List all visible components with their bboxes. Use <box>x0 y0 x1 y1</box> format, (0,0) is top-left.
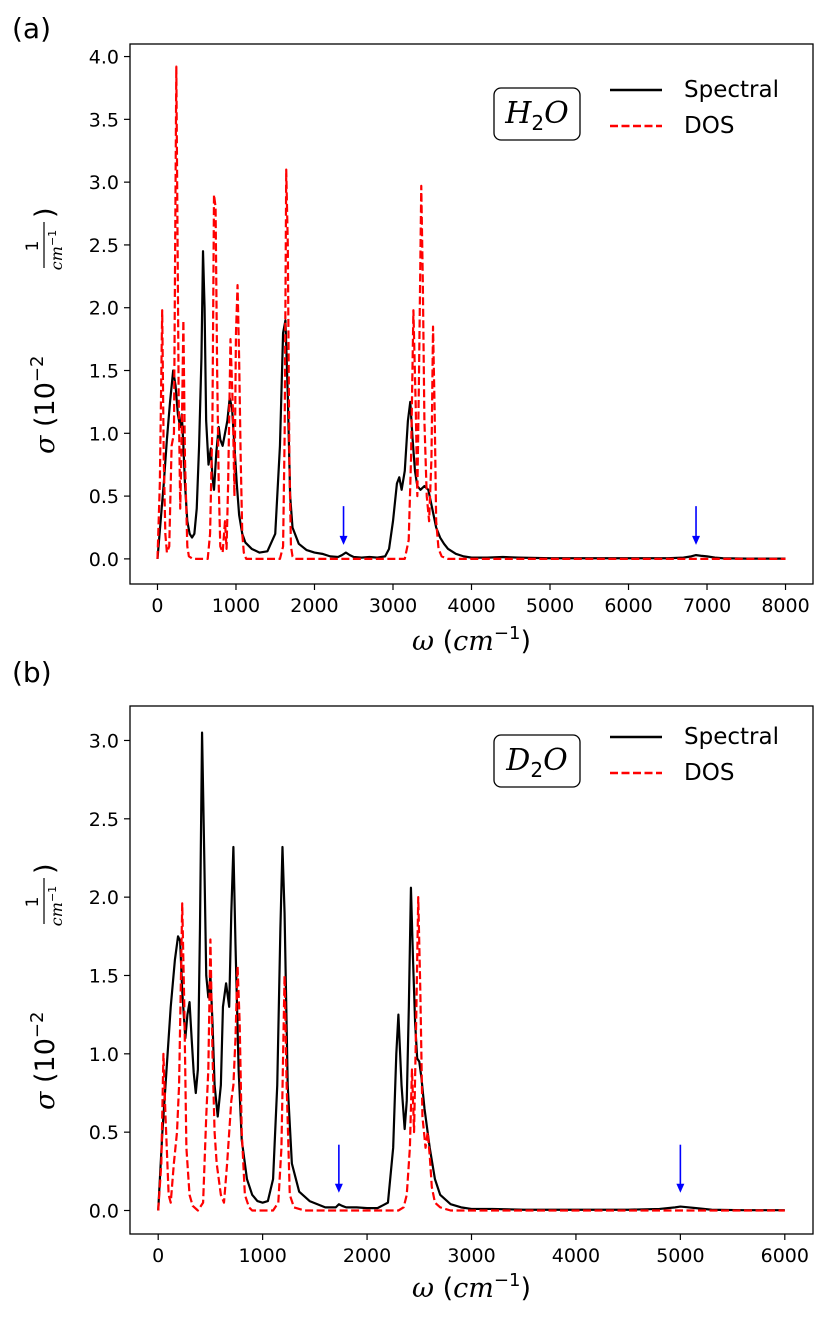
x-tick-label: 8000 <box>761 595 809 617</box>
legend-label-spectral: Spectral <box>684 77 779 103</box>
y-tick-label: 1.5 <box>89 965 119 987</box>
x-tick-label: 6000 <box>604 595 652 617</box>
y-axis-label-frac-num: 1 <box>23 241 43 252</box>
annotation-arrow-head <box>692 535 701 545</box>
y-tick-label: 3.0 <box>89 172 119 194</box>
panel-label: (a) <box>12 12 51 45</box>
x-axis-label: ω (cm−1) <box>412 623 531 657</box>
y-tick-label: 1.0 <box>89 1044 119 1066</box>
molecule-label: H2O <box>504 96 569 135</box>
x-tick-label: 4000 <box>552 1245 600 1267</box>
y-tick-label: 1.5 <box>89 361 119 383</box>
x-tick-label: 2000 <box>343 1245 391 1267</box>
x-tick-label: 5000 <box>526 595 574 617</box>
y-axis-label-main: σ (10−2 <box>27 1012 61 1110</box>
series-line-spectral <box>157 731 785 1212</box>
y-axis-label-main: σ (10−2 <box>27 356 61 454</box>
x-tick-label: 0 <box>151 595 163 617</box>
x-tick-label: 6000 <box>761 1245 809 1267</box>
y-tick-label: 2.5 <box>89 235 119 257</box>
x-tick-label: 2000 <box>290 595 338 617</box>
x-tick-label: 7000 <box>683 595 731 617</box>
y-tick-label: 1.0 <box>89 423 119 445</box>
series-line-dos <box>157 896 785 1212</box>
y-axis-label-frac-den: cm−1 <box>46 886 66 926</box>
series-line-spectral <box>156 250 786 560</box>
x-tick-label: 5000 <box>656 1245 704 1267</box>
y-tick-label: 3.0 <box>89 730 119 752</box>
y-tick-label: 0.5 <box>89 486 119 508</box>
annotation-arrow-head <box>334 1183 343 1193</box>
y-axis-label: σ (10−2 1cm−1) <box>23 207 66 454</box>
annotation-arrow-head <box>339 535 348 545</box>
x-tick-label: 1000 <box>238 1245 286 1267</box>
panel-label: (b) <box>12 656 52 689</box>
x-tick-label: 1000 <box>212 595 260 617</box>
annotation-arrow-head <box>676 1183 685 1193</box>
y-tick-label: 0.5 <box>89 1122 119 1144</box>
chart-panel-b: (b) 0 1000 2000 3000 4000 5000 6000 0.0 0.5 1.0 1.5… <box>12 656 814 1304</box>
molecule-label: D2O <box>505 743 567 782</box>
x-tick-label: 4000 <box>447 595 495 617</box>
molecule-label-box <box>493 734 581 788</box>
y-axis-label-close: ) <box>30 207 61 218</box>
y-tick-label: 0.0 <box>89 1200 119 1222</box>
y-tick-label: 2.0 <box>89 298 119 320</box>
y-axis-label-close: ) <box>30 863 61 874</box>
y-axis-label-frac-num: 1 <box>23 897 43 908</box>
y-tick-label: 2.5 <box>89 809 119 831</box>
y-tick-label: 2.0 <box>89 887 119 909</box>
x-axis-label: ω (cm−1) <box>412 1270 531 1304</box>
legend-label-dos: DOS <box>684 760 734 786</box>
y-axis-label: σ (10−2 1cm−1) <box>23 863 66 1110</box>
y-axis-label-frac-den: cm−1 <box>46 230 66 270</box>
y-tick-label: 4.0 <box>89 47 119 69</box>
y-tick-label: 3.5 <box>89 109 119 131</box>
legend-label-dos: DOS <box>684 113 734 139</box>
series-line-dos <box>156 65 786 560</box>
x-tick-label: 3000 <box>369 595 417 617</box>
x-tick-label: 0 <box>152 1245 164 1267</box>
molecule-label-box <box>493 87 581 141</box>
chart-panel-a: (a) 0 1000 2000 3000 4000 5000 6000 7000 8000 0.0 0… <box>12 12 814 657</box>
y-tick-label: 0.0 <box>89 549 119 571</box>
x-tick-label: 3000 <box>447 1245 495 1267</box>
legend-label-spectral: Spectral <box>684 724 779 750</box>
